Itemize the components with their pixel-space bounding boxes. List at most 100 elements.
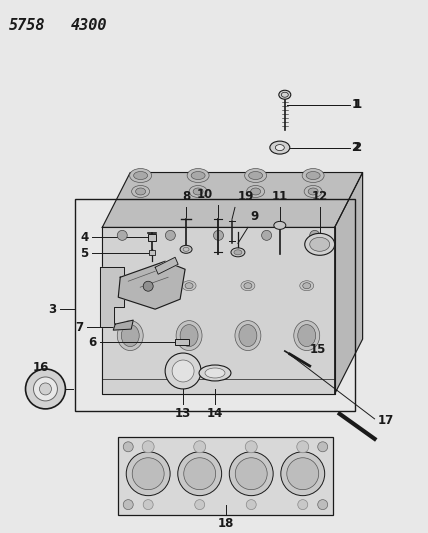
Ellipse shape bbox=[300, 281, 314, 290]
Polygon shape bbox=[335, 173, 363, 394]
Circle shape bbox=[229, 452, 273, 496]
Ellipse shape bbox=[303, 282, 311, 289]
Text: 5758: 5758 bbox=[9, 18, 45, 33]
Ellipse shape bbox=[245, 168, 267, 182]
Ellipse shape bbox=[187, 168, 209, 182]
Polygon shape bbox=[102, 173, 363, 228]
Text: 5: 5 bbox=[80, 247, 88, 260]
Circle shape bbox=[39, 383, 51, 395]
Circle shape bbox=[214, 230, 223, 240]
Circle shape bbox=[194, 441, 206, 453]
Circle shape bbox=[165, 230, 175, 240]
Ellipse shape bbox=[279, 90, 291, 99]
Ellipse shape bbox=[176, 321, 202, 351]
Ellipse shape bbox=[121, 325, 139, 346]
Text: 19: 19 bbox=[238, 190, 254, 204]
Ellipse shape bbox=[304, 185, 322, 197]
Text: 4300: 4300 bbox=[70, 18, 107, 33]
Bar bbox=[118, 437, 333, 514]
Text: 17: 17 bbox=[377, 414, 394, 427]
Text: 1: 1 bbox=[354, 98, 362, 111]
Ellipse shape bbox=[182, 281, 196, 290]
Text: 12: 12 bbox=[312, 190, 328, 204]
Text: 11: 11 bbox=[272, 190, 288, 204]
Circle shape bbox=[318, 442, 328, 452]
Ellipse shape bbox=[251, 188, 261, 195]
Polygon shape bbox=[102, 228, 335, 394]
Circle shape bbox=[26, 369, 65, 409]
Circle shape bbox=[262, 230, 272, 240]
Ellipse shape bbox=[134, 172, 148, 180]
Bar bbox=[75, 199, 355, 411]
Circle shape bbox=[33, 377, 57, 401]
Text: 2: 2 bbox=[352, 141, 360, 154]
Ellipse shape bbox=[123, 281, 137, 290]
Ellipse shape bbox=[180, 325, 198, 346]
Ellipse shape bbox=[136, 188, 146, 195]
Circle shape bbox=[123, 499, 133, 510]
Ellipse shape bbox=[249, 172, 263, 180]
Bar bbox=[175, 339, 189, 345]
Ellipse shape bbox=[244, 282, 252, 289]
Circle shape bbox=[310, 230, 320, 240]
Circle shape bbox=[235, 458, 267, 490]
Ellipse shape bbox=[199, 365, 231, 381]
Ellipse shape bbox=[126, 282, 134, 289]
Circle shape bbox=[143, 499, 153, 510]
Circle shape bbox=[245, 441, 257, 453]
Circle shape bbox=[142, 441, 154, 453]
Circle shape bbox=[123, 442, 133, 452]
Text: 7: 7 bbox=[75, 321, 83, 334]
Bar bbox=[149, 251, 155, 255]
Text: 15: 15 bbox=[310, 343, 326, 356]
Ellipse shape bbox=[270, 141, 290, 154]
Ellipse shape bbox=[239, 325, 257, 346]
Text: 1: 1 bbox=[352, 98, 360, 111]
Ellipse shape bbox=[302, 168, 324, 182]
Circle shape bbox=[297, 441, 309, 453]
Ellipse shape bbox=[189, 185, 207, 197]
Circle shape bbox=[287, 458, 319, 490]
Text: 18: 18 bbox=[218, 516, 234, 530]
Ellipse shape bbox=[132, 185, 149, 197]
Text: 2: 2 bbox=[354, 141, 362, 154]
Circle shape bbox=[318, 499, 328, 510]
Text: 9: 9 bbox=[250, 211, 258, 223]
Ellipse shape bbox=[205, 368, 225, 378]
Text: 16: 16 bbox=[32, 361, 49, 374]
Polygon shape bbox=[100, 267, 124, 327]
Ellipse shape bbox=[234, 250, 242, 255]
Text: 14: 14 bbox=[207, 407, 223, 420]
Ellipse shape bbox=[308, 188, 318, 195]
Circle shape bbox=[184, 458, 216, 490]
Ellipse shape bbox=[298, 325, 316, 346]
Ellipse shape bbox=[275, 144, 284, 151]
Polygon shape bbox=[113, 320, 133, 330]
Text: 3: 3 bbox=[48, 303, 56, 316]
Ellipse shape bbox=[191, 172, 205, 180]
Circle shape bbox=[165, 353, 201, 389]
Circle shape bbox=[143, 281, 153, 291]
Ellipse shape bbox=[185, 282, 193, 289]
Ellipse shape bbox=[180, 245, 192, 253]
Ellipse shape bbox=[235, 321, 261, 351]
Ellipse shape bbox=[310, 237, 330, 252]
Circle shape bbox=[195, 499, 205, 510]
Text: 6: 6 bbox=[88, 336, 96, 349]
Ellipse shape bbox=[241, 281, 255, 290]
Text: 10: 10 bbox=[197, 189, 213, 201]
Circle shape bbox=[172, 360, 194, 382]
Ellipse shape bbox=[294, 321, 320, 351]
Circle shape bbox=[298, 499, 308, 510]
Ellipse shape bbox=[193, 188, 203, 195]
Ellipse shape bbox=[274, 221, 286, 229]
Bar bbox=[148, 235, 156, 241]
Circle shape bbox=[132, 458, 164, 490]
Circle shape bbox=[178, 452, 222, 496]
Ellipse shape bbox=[305, 233, 335, 255]
Ellipse shape bbox=[231, 248, 245, 257]
Ellipse shape bbox=[306, 172, 320, 180]
Polygon shape bbox=[155, 257, 178, 274]
Polygon shape bbox=[118, 261, 185, 309]
Text: 8: 8 bbox=[182, 190, 190, 204]
